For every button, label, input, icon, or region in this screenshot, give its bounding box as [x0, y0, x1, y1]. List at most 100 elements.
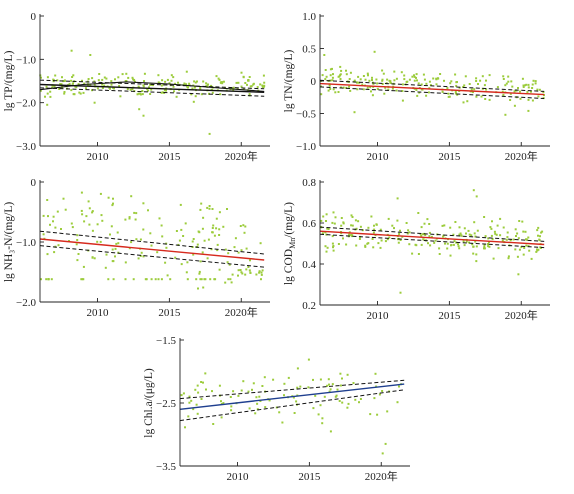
data-point [331, 221, 334, 224]
data-point [223, 86, 226, 89]
data-point [527, 83, 530, 86]
data-point [61, 85, 64, 88]
y-tick-label: −0.5 [296, 109, 316, 121]
data-point [386, 238, 389, 241]
data-point [501, 90, 504, 93]
data-point [199, 208, 202, 211]
data-point [245, 268, 248, 271]
data-point [325, 233, 328, 236]
data-point [222, 225, 225, 228]
data-point [485, 79, 487, 82]
data-point [224, 281, 227, 284]
data-point [218, 211, 221, 214]
data-point [526, 91, 529, 94]
data-point [454, 90, 457, 93]
data-point [373, 224, 375, 227]
data-point [463, 244, 466, 247]
data-point [149, 93, 152, 95]
data-point [52, 84, 55, 87]
data-point [252, 82, 255, 85]
data-point [81, 79, 83, 82]
data-point [475, 80, 478, 82]
data-point [393, 79, 396, 82]
data-point [420, 234, 423, 237]
data-point [110, 225, 113, 228]
data-point [391, 224, 394, 227]
data-point [371, 94, 374, 97]
data-point [449, 82, 452, 85]
data-point [509, 239, 512, 242]
data-point [139, 92, 142, 95]
data-point [261, 269, 264, 272]
data-point-outlier [192, 100, 195, 103]
data-point [210, 248, 213, 251]
data-point [312, 407, 315, 410]
data-point [491, 238, 494, 241]
data-point [54, 226, 57, 229]
data-point-outlier [93, 101, 96, 104]
data-point [130, 195, 133, 198]
data-point [85, 87, 87, 90]
data-point-outlier [46, 103, 49, 106]
data-point [112, 278, 115, 281]
data-point [259, 400, 262, 402]
scatter-points [180, 358, 403, 455]
data-point [340, 224, 343, 227]
data-point [258, 270, 261, 273]
data-point [488, 74, 491, 77]
data-point [195, 278, 198, 281]
data-point [142, 84, 145, 87]
data-point [319, 404, 322, 407]
y-axis-title: lg Chl.a/(μg/L) [143, 368, 155, 438]
data-point [77, 83, 80, 86]
data-point [156, 251, 159, 254]
data-point [386, 78, 389, 81]
data-point [98, 73, 101, 75]
data-point [216, 243, 219, 246]
data-point [537, 234, 539, 237]
confidence-upper-line [39, 79, 265, 90]
y-tick-label: −1.0 [296, 141, 316, 153]
data-point [112, 197, 114, 200]
data-point [389, 80, 392, 83]
data-point [435, 83, 438, 86]
data-point [188, 84, 191, 86]
data-point [321, 422, 324, 425]
data-point [325, 220, 327, 222]
data-point [237, 251, 240, 254]
confidence-upper-line [319, 226, 545, 242]
data-point-outlier [384, 442, 387, 445]
data-point [191, 240, 194, 243]
data-point [248, 407, 251, 410]
data-point [200, 202, 203, 205]
data-point [259, 242, 262, 245]
data-point [143, 72, 146, 75]
data-point [47, 215, 49, 218]
data-point [383, 92, 386, 95]
data-point [127, 76, 130, 79]
data-point [384, 86, 387, 89]
data-point [229, 278, 232, 281]
data-point [160, 91, 163, 94]
data-point [444, 242, 446, 245]
data-point [353, 79, 356, 82]
data-point [80, 209, 83, 212]
data-point [384, 240, 387, 243]
x-tick-label: 2010 [87, 151, 110, 163]
data-point [218, 228, 221, 231]
data-point [133, 211, 136, 214]
data-point [536, 229, 539, 232]
data-point [398, 385, 400, 388]
data-point [499, 217, 502, 220]
data-point [39, 89, 42, 92]
data-point [278, 411, 281, 414]
data-point [320, 219, 323, 222]
data-point [237, 269, 240, 272]
data-point [339, 384, 342, 387]
data-point [435, 78, 438, 81]
data-point [507, 255, 510, 258]
data-point [161, 235, 164, 238]
data-point [240, 389, 243, 392]
data-point [234, 237, 237, 240]
